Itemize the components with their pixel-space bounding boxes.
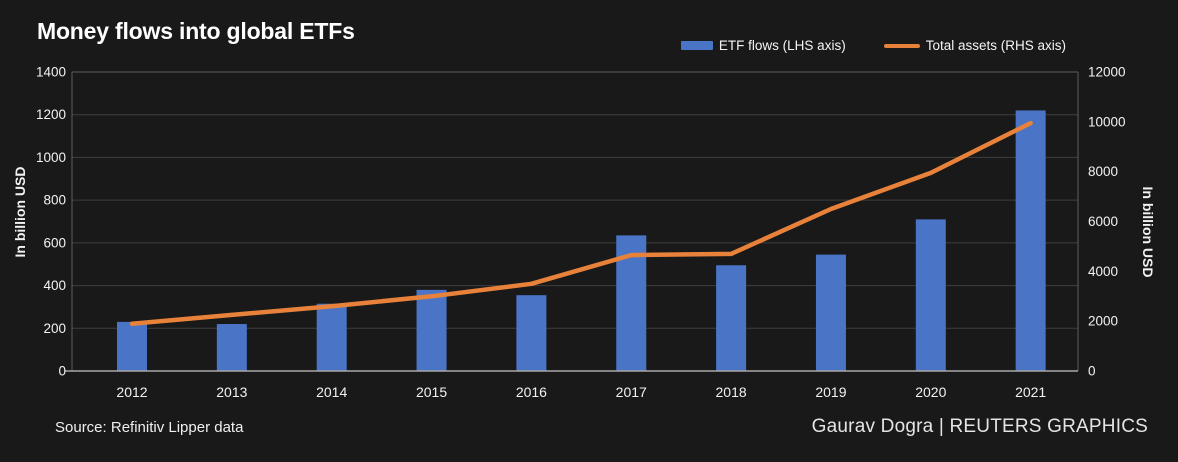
- right-axis-tick-label: 6000: [1088, 214, 1118, 229]
- left-axis-tick-label: 1200: [36, 107, 66, 122]
- legend-item-total-assets: Total assets (RHS axis): [883, 38, 1066, 53]
- right-axis-tick-label: 0: [1088, 364, 1096, 379]
- left-axis-tick-label: 400: [43, 278, 66, 293]
- bar-2013: [216, 324, 247, 371]
- right-axis-tick-label: 2000: [1088, 314, 1118, 329]
- bar-2012: [117, 321, 147, 371]
- right-axis-tick-label: 8000: [1088, 164, 1118, 179]
- x-axis-label-2019: 2019: [815, 384, 846, 400]
- legend: ETF flows (LHS axis) Total assets (RHS a…: [680, 38, 1066, 53]
- left-axis-tick-label: 600: [43, 235, 66, 250]
- left-axis-tick-label: 0: [58, 364, 66, 379]
- right-axis-tick-label: 4000: [1088, 264, 1118, 279]
- legend-item-etf-flows: ETF flows (LHS axis): [680, 38, 846, 53]
- x-axis-label-2013: 2013: [216, 384, 247, 400]
- x-axis-label-2014: 2014: [316, 384, 347, 400]
- bar-2015: [416, 289, 447, 371]
- x-axis-label-2021: 2021: [1015, 384, 1046, 400]
- x-axis-label-2012: 2012: [116, 384, 147, 400]
- x-axis-label-2016: 2016: [516, 384, 547, 400]
- legend-label-total-assets: Total assets (RHS axis): [925, 38, 1066, 53]
- total-assets-line: [129, 120, 1033, 326]
- x-axis-label-2015: 2015: [416, 384, 447, 400]
- left-axis-tick-label: 800: [43, 193, 66, 208]
- bar-2014: [316, 303, 347, 371]
- chart-title: Money flows into global ETFs: [37, 18, 355, 44]
- legend-label-etf-flows: ETF flows (LHS axis): [718, 38, 846, 53]
- source-note: Source: Refinitiv Lipper data: [55, 419, 244, 436]
- bar-2020: [915, 219, 946, 371]
- etf-flows-swatch-icon: [680, 41, 713, 50]
- bar-2018: [716, 265, 747, 371]
- bar-2021: [1015, 110, 1046, 371]
- bar-2019: [815, 254, 846, 371]
- left-axis-tick-label: 1400: [36, 65, 66, 80]
- x-axis-label-2020: 2020: [915, 384, 946, 400]
- right-axis-tick-label: 10000: [1088, 114, 1126, 129]
- credit-note: Gaurav Dogra | REUTERS GRAPHICS: [811, 416, 1148, 437]
- x-axis-label-2018: 2018: [716, 384, 747, 400]
- x-axis-label-2017: 2017: [616, 384, 647, 400]
- right-axis-tick-label: 12000: [1088, 65, 1126, 80]
- left-axis-tick-label: 1000: [36, 150, 66, 165]
- total-assets-swatch-icon: [883, 43, 920, 48]
- left-axis-tick-label: 200: [43, 321, 66, 336]
- bar-2016: [516, 295, 547, 371]
